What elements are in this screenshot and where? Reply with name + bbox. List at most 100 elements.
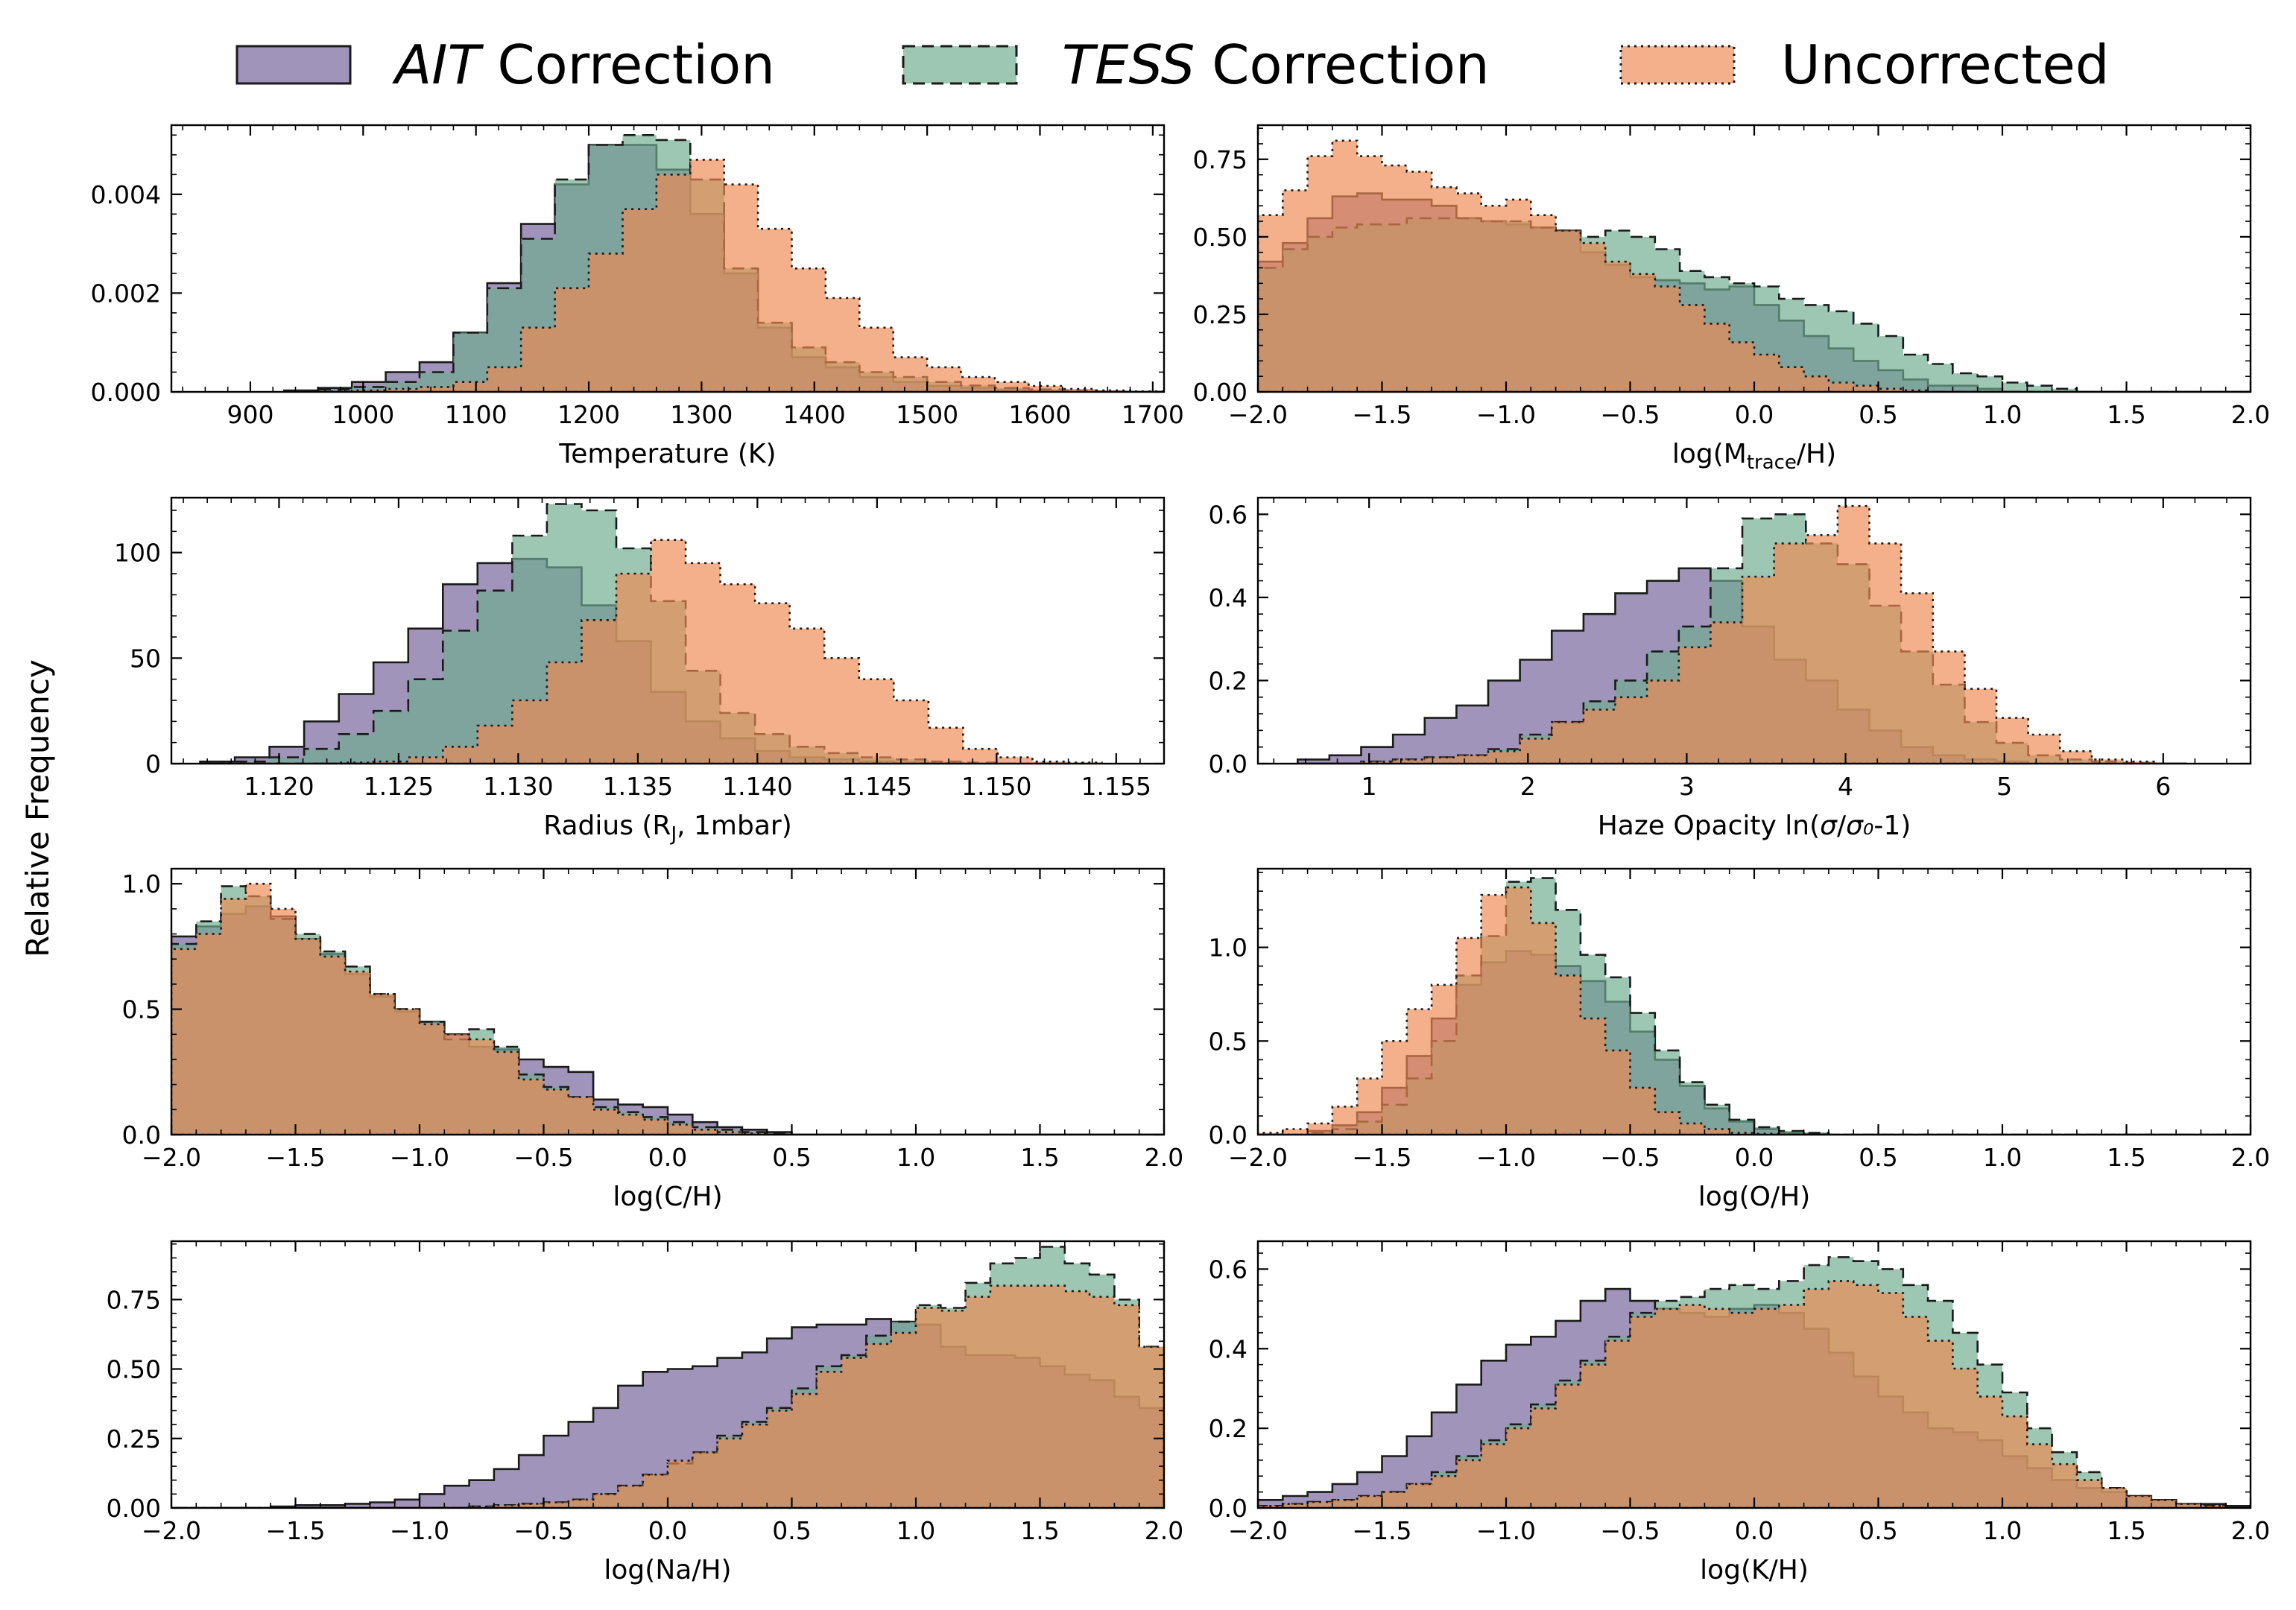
legend-label-unc: Uncorrected — [1781, 34, 2109, 96]
mtrace-xtick-label: 2.0 — [2231, 400, 2270, 429]
mtrace-xtick-label: −2.0 — [1228, 400, 1288, 429]
mtrace-ytick-label: 0.75 — [1193, 145, 1247, 174]
oh-xlabel: log(O/H) — [1698, 1182, 1811, 1212]
panel-ch: −2.0 −1.5 −1.0 −0.5 0.0 0.5 1.0 1.5 2.0 0.0 0.5 1.0… — [122, 867, 1183, 1212]
temperature-xtick-label: 1700 — [1122, 400, 1184, 429]
radius-ytick-label: 100 — [114, 539, 161, 568]
ch-xtick-label: 1.0 — [896, 1143, 935, 1172]
haze-histograms — [1297, 504, 2187, 764]
kh-xtick-label: 2.0 — [2231, 1516, 2270, 1545]
kh-ytick-label: 0.4 — [1209, 1334, 1247, 1363]
nah-xtick-label: 1.0 — [896, 1516, 935, 1545]
oh-xtick-label: 1.5 — [2107, 1143, 2145, 1172]
oh-ytick-label: 0.0 — [1209, 1121, 1247, 1150]
oh-xtick-label: −0.5 — [1600, 1143, 1660, 1172]
kh-xtick-label: −1.5 — [1352, 1516, 1411, 1545]
temperature-xlabel: Temperature (K) — [558, 439, 776, 469]
nah-hist-unc — [171, 1284, 1164, 1508]
panels: 900 1000 1100 1200 1300 1400 1500 1600 17000.000… — [91, 124, 2270, 1585]
radius-xlabel: Radius (RJ, 1mbar) — [543, 811, 792, 846]
oh-ytick-label: 1.0 — [1209, 934, 1247, 963]
temperature-xtick-label: 1300 — [670, 400, 733, 429]
kh-xtick-label: 0.0 — [1735, 1516, 1774, 1545]
temperature-xtick-label: 1400 — [783, 400, 846, 429]
ch-xtick-label: −2.0 — [142, 1143, 201, 1172]
kh-xtick-label: 0.5 — [1859, 1516, 1897, 1545]
nah-ytick-label: 0.00 — [107, 1494, 161, 1523]
ch-xtick-label: 0.0 — [648, 1143, 687, 1172]
nah-xtick-label: −2.0 — [142, 1516, 201, 1545]
mtrace-xtick-label: −1.5 — [1352, 400, 1411, 429]
legend-label-tess: TESS Correction — [1062, 34, 1490, 96]
radius-xtick-label: 1.130 — [483, 772, 553, 801]
mtrace-xtick-label: −1.0 — [1476, 400, 1536, 429]
legend-label-ait: AIT Correction — [392, 34, 775, 96]
kh-xtick-label: 1.0 — [1983, 1516, 2022, 1545]
kh-histograms — [1258, 1256, 2251, 1508]
radius-xtick-label: 1.150 — [961, 772, 1031, 801]
oh-hist-unc — [1258, 886, 2251, 1135]
radius-frame — [170, 496, 1166, 765]
nah-xtick-label: −0.5 — [513, 1516, 573, 1545]
legend-swatch-unc — [1619, 45, 1736, 85]
kh-xtick-label: −1.0 — [1476, 1516, 1536, 1545]
radius-histograms — [199, 503, 1103, 764]
kh-xtick-label: −2.0 — [1228, 1516, 1288, 1545]
temperature-xtick-label: 1600 — [1009, 400, 1072, 429]
panel-temperature: 900 1000 1100 1200 1300 1400 1500 1600 1700 0.000… — [91, 124, 1184, 469]
kh-xtick-label: −0.5 — [1600, 1516, 1660, 1545]
temperature-xtick-label: 1100 — [445, 400, 507, 429]
haze-ytick-label: 0.6 — [1209, 500, 1247, 529]
haze-xtick-label: 1 — [1362, 772, 1377, 801]
oh-xtick-label: −1.5 — [1352, 1143, 1411, 1172]
ch-xtick-label: 0.5 — [772, 1143, 811, 1172]
haze-ytick-label: 0.0 — [1209, 749, 1247, 779]
mtrace-xtick-label: 1.5 — [2107, 400, 2145, 429]
ch-xlabel: log(C/H) — [613, 1182, 722, 1212]
temperature-hist-unc — [284, 159, 1164, 392]
oh-xtick-label: −2.0 — [1228, 1143, 1288, 1172]
panel-kh: −2.0 −1.5 −1.0 −0.5 0.0 0.5 1.0 1.5 2.0 0.0 0.2 0.4… — [1209, 1240, 2270, 1585]
haze-xtick-label: 5 — [1996, 772, 2012, 801]
mtrace-ytick-label: 0.25 — [1193, 300, 1247, 329]
legend: AIT Correction TESS Correction Uncorrect… — [235, 34, 2109, 96]
kh-ytick-label: 0.2 — [1209, 1414, 1247, 1443]
kh-ytick-label: 0.0 — [1209, 1494, 1247, 1523]
temperature-xtick-label: 900 — [227, 400, 273, 429]
radius-ytick-label: 0 — [145, 749, 161, 779]
radius-ytick-label: 50 — [130, 644, 161, 673]
nah-ytick-label: 0.50 — [107, 1355, 161, 1384]
oh-histograms — [1258, 877, 2251, 1135]
haze-ytick-label: 0.2 — [1209, 666, 1247, 695]
haze-xtick-label: 4 — [1838, 772, 1853, 801]
radius-xtick-label: 1.140 — [722, 772, 792, 801]
mtrace-ytick-label: 0.00 — [1193, 378, 1247, 407]
ch-hist-unc — [171, 882, 1164, 1135]
nah-xtick-label: 0.0 — [648, 1516, 687, 1545]
oh-xtick-label: 0.0 — [1735, 1143, 1774, 1172]
legend-swatch-ait — [235, 45, 352, 85]
mtrace-xtick-label: 0.0 — [1735, 400, 1774, 429]
nah-xtick-label: −1.5 — [265, 1516, 325, 1545]
mtrace-xtick-label: −0.5 — [1600, 400, 1660, 429]
haze-xlabel: Haze Opacity ln(σ/σ₀-1) — [1598, 811, 1911, 841]
kh-xlabel: log(K/H) — [1700, 1555, 1809, 1585]
ch-xtick-label: −1.5 — [265, 1143, 325, 1172]
nah-xlabel: log(Na/H) — [604, 1555, 731, 1585]
legend-swatch-tess — [902, 45, 1018, 85]
panel-mtrace: −2.0 −1.5 −1.0 −0.5 0.0 0.5 1.0 1.5 2.0 0.00 0.25 0… — [1193, 124, 2270, 474]
kh-xtick-label: 1.5 — [2107, 1516, 2145, 1545]
mtrace-histograms — [1258, 139, 2251, 392]
ch-xtick-label: 2.0 — [1145, 1143, 1183, 1172]
temperature-frame — [170, 124, 1166, 393]
ch-histograms — [171, 882, 1164, 1135]
kh-hist-unc — [1258, 1280, 2251, 1508]
kh-ytick-label: 0.6 — [1209, 1255, 1247, 1284]
temperature-histograms — [283, 134, 1164, 392]
nah-histograms — [171, 1246, 1164, 1508]
ch-xtick-label: −1.0 — [390, 1143, 449, 1172]
ch-xtick-label: −0.5 — [513, 1143, 573, 1172]
nah-ytick-label: 0.25 — [107, 1424, 161, 1454]
oh-xtick-label: 1.0 — [1983, 1143, 2022, 1172]
